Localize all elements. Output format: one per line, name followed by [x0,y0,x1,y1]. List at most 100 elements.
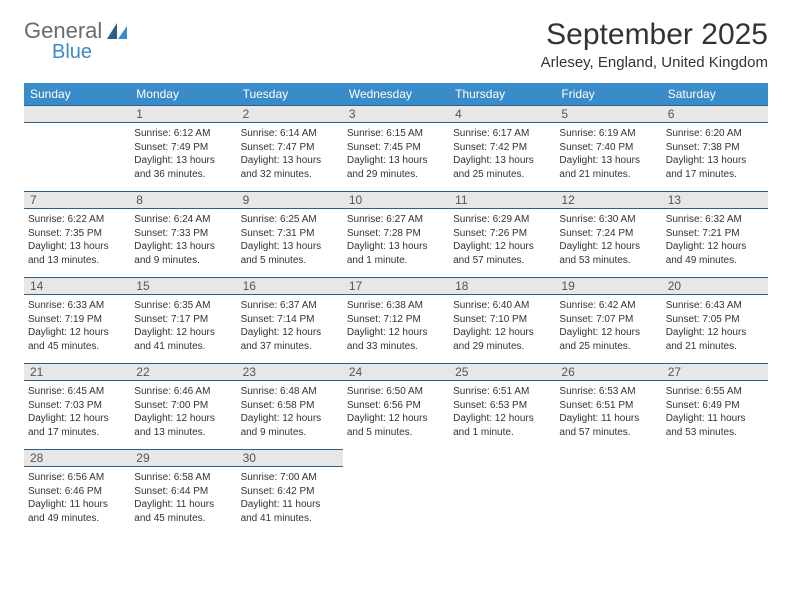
day-header: Friday [555,83,661,105]
sunrise-text: Sunrise: 6:51 AM [453,385,551,399]
sunrise-text: Sunrise: 6:55 AM [666,385,764,399]
day-details: Sunrise: 6:14 AMSunset: 7:47 PMDaylight:… [237,125,343,185]
calendar-day-cell: 9Sunrise: 6:25 AMSunset: 7:31 PMDaylight… [237,191,343,277]
daylight-text-2: and 57 minutes. [453,254,551,268]
calendar-header-row: SundayMondayTuesdayWednesdayThursdayFrid… [24,83,768,105]
daylight-text-1: Daylight: 11 hours [666,412,764,426]
day-header: Thursday [449,83,555,105]
day-number: 12 [555,191,661,209]
day-number: 28 [24,449,130,467]
calendar-week-row: 21Sunrise: 6:45 AMSunset: 7:03 PMDayligh… [24,363,768,449]
daylight-text-2: and 49 minutes. [28,512,126,526]
daylight-text-2: and 9 minutes. [241,426,339,440]
daylight-text-2: and 5 minutes. [347,426,445,440]
day-number: 3 [343,105,449,123]
daylight-text-1: Daylight: 13 hours [134,240,232,254]
sunset-text: Sunset: 6:56 PM [347,399,445,413]
day-number: 5 [555,105,661,123]
day-details: Sunrise: 6:50 AMSunset: 6:56 PMDaylight:… [343,383,449,443]
sunset-text: Sunset: 7:14 PM [241,313,339,327]
sunset-text: Sunset: 7:33 PM [134,227,232,241]
daylight-text-1: Daylight: 13 hours [28,240,126,254]
sunset-text: Sunset: 7:05 PM [666,313,764,327]
location-text: Arlesey, England, United Kingdom [541,54,768,71]
sunrise-text: Sunrise: 6:12 AM [134,127,232,141]
day-details: Sunrise: 6:29 AMSunset: 7:26 PMDaylight:… [449,211,555,271]
sunrise-text: Sunrise: 6:38 AM [347,299,445,313]
calendar-week-row: 28Sunrise: 6:56 AMSunset: 6:46 PMDayligh… [24,449,768,535]
daylight-text-1: Daylight: 12 hours [134,326,232,340]
day-header: Sunday [24,83,130,105]
sunset-text: Sunset: 7:10 PM [453,313,551,327]
sunset-text: Sunset: 7:19 PM [28,313,126,327]
daylight-text-2: and 9 minutes. [134,254,232,268]
calendar-day-cell: 26Sunrise: 6:53 AMSunset: 6:51 PMDayligh… [555,363,661,449]
day-number: 2 [237,105,343,123]
calendar-week-row: 14 Sunrise: 6:33 AMSunset: 7:19 PMDayligh… [24,277,768,363]
daylight-text-1: Daylight: 13 hours [559,154,657,168]
day-number: 10 [343,191,449,209]
day-number: 1 [130,105,236,123]
calendar-day-cell: 25 Sunrise: 6:51 AMSunset: 6:53 PMDayligh… [449,363,555,449]
day-details: Sunrise: 6:33 AMSunset: 7:19 PMDaylight:… [24,297,130,357]
day-number: 25 [449,363,555,381]
day-details: Sunrise: 6:19 AMSunset: 7:40 PMDaylight:… [555,125,661,185]
day-number: 8 [130,191,236,209]
day-details: Sunrise: 6:51 AMSunset: 6:53 PMDaylight:… [449,383,555,443]
daylight-text-1: Daylight: 12 hours [666,326,764,340]
calendar-day-cell: 8 Sunrise: 6:24 AMSunset: 7:33 PMDaylight… [130,191,236,277]
daylight-text-1: Daylight: 13 hours [453,154,551,168]
daylight-text-1: Daylight: 13 hours [241,154,339,168]
sunrise-text: Sunrise: 6:53 AM [559,385,657,399]
calendar-day-cell: 12 Sunrise: 6:30 AMSunset: 7:24 PMDayligh… [555,191,661,277]
calendar-day-cell: 1 Sunrise: 6:12 AMSunset: 7:49 PMDaylight… [130,105,236,191]
calendar-table: SundayMondayTuesdayWednesdayThursdayFrid… [24,83,768,535]
daylight-text-2: and 53 minutes. [559,254,657,268]
day-details: Sunrise: 6:32 AMSunset: 7:21 PMDaylight:… [662,211,768,271]
daylight-text-1: Daylight: 12 hours [347,326,445,340]
daylight-text-1: Daylight: 11 hours [28,498,126,512]
daylight-text-2: and 45 minutes. [28,340,126,354]
daylight-text-2: and 29 minutes. [453,340,551,354]
calendar-day-cell: 21Sunrise: 6:45 AMSunset: 7:03 PMDayligh… [24,363,130,449]
sunrise-text: Sunrise: 6:29 AM [453,213,551,227]
daylight-text-2: and 36 minutes. [134,168,232,182]
sunset-text: Sunset: 7:12 PM [347,313,445,327]
sunrise-text: Sunrise: 6:32 AM [666,213,764,227]
day-details: Sunrise: 6:30 AMSunset: 7:24 PMDaylight:… [555,211,661,271]
day-number: 20 [662,277,768,295]
sunset-text: Sunset: 7:49 PM [134,141,232,155]
day-details: Sunrise: 6:53 AMSunset: 6:51 PMDaylight:… [555,383,661,443]
sunset-text: Sunset: 7:03 PM [28,399,126,413]
daylight-text-1: Daylight: 12 hours [559,240,657,254]
sunrise-text: Sunrise: 6:50 AM [347,385,445,399]
day-number: 23 [237,363,343,381]
calendar-day-cell: 30Sunrise: 7:00 AMSunset: 6:42 PMDayligh… [237,449,343,535]
sunset-text: Sunset: 7:00 PM [134,399,232,413]
daylight-text-1: Daylight: 12 hours [347,412,445,426]
daylight-text-2: and 1 minute. [347,254,445,268]
day-details: Sunrise: 6:12 AMSunset: 7:49 PMDaylight:… [130,125,236,185]
day-details: Sunrise: 6:45 AMSunset: 7:03 PMDaylight:… [24,383,130,443]
calendar-day-cell: 13Sunrise: 6:32 AMSunset: 7:21 PMDayligh… [662,191,768,277]
calendar-day-cell: 27Sunrise: 6:55 AMSunset: 6:49 PMDayligh… [662,363,768,449]
day-header: Saturday [662,83,768,105]
day-number: 7 [24,191,130,209]
sunset-text: Sunset: 6:51 PM [559,399,657,413]
daylight-text-2: and 17 minutes. [28,426,126,440]
logo-text-block: General Blue [24,18,129,64]
day-number: 14 [24,277,130,295]
calendar-week-row: 1Sunrise: 6:12 AMSunset: 7:49 PMDaylight… [24,105,768,191]
day-number: 27 [662,363,768,381]
daylight-text-2: and 57 minutes. [559,426,657,440]
sunset-text: Sunset: 7:38 PM [666,141,764,155]
day-details: Sunrise: 6:24 AMSunset: 7:33 PMDaylight:… [130,211,236,271]
day-header: Wednesday [343,83,449,105]
brand-logo: General Blue [24,18,129,64]
sunrise-text: Sunrise: 6:25 AM [241,213,339,227]
daylight-text-1: Daylight: 12 hours [666,240,764,254]
calendar-day-cell: 3Sunrise: 6:15 AMSunset: 7:45 PMDaylight… [343,105,449,191]
daylight-text-2: and 5 minutes. [241,254,339,268]
day-details: Sunrise: 6:22 AMSunset: 7:35 PMDaylight:… [24,211,130,271]
day-details: Sunrise: 6:42 AMSunset: 7:07 PMDaylight:… [555,297,661,357]
